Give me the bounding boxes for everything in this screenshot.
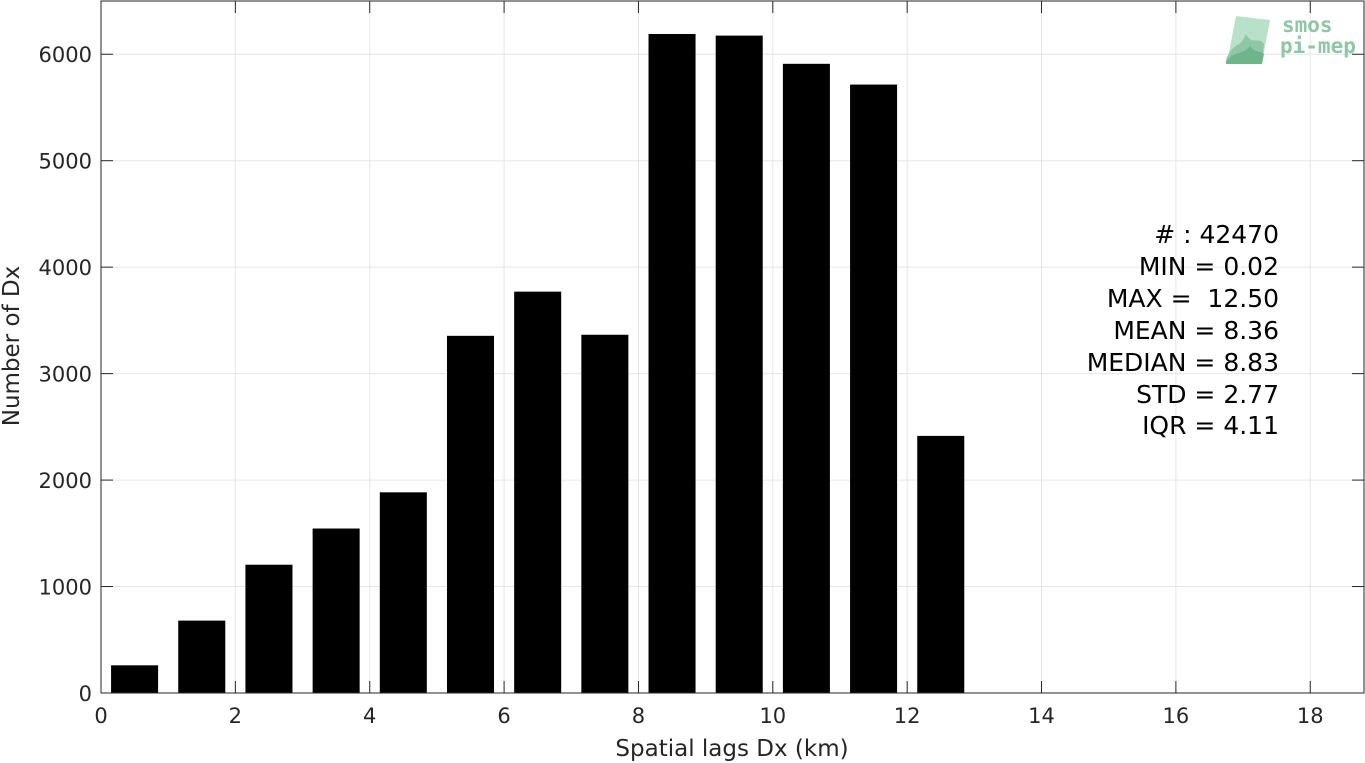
x-tick-label: 4	[363, 704, 376, 728]
x-axis-title: Spatial lags Dx (km)	[615, 736, 848, 762]
x-tick-label: 2	[229, 704, 242, 728]
histogram-bar	[917, 435, 965, 693]
histogram-bar	[581, 334, 629, 693]
y-tick-label: 6000	[39, 43, 92, 67]
histogram-bar	[648, 34, 696, 694]
x-tick-label: 18	[1297, 704, 1324, 728]
histogram-bar	[514, 291, 562, 693]
stat-min: MIN = 0.02	[1139, 252, 1279, 281]
bars	[111, 34, 965, 694]
y-tick-label: 3000	[39, 363, 92, 387]
histogram-bar	[850, 84, 898, 693]
stat-count: # : 42470	[1154, 220, 1279, 249]
x-tick-label: 14	[1028, 704, 1055, 728]
plot-frame	[100, 0, 1365, 694]
stat-max: MAX = 12.50	[1107, 284, 1279, 313]
axis-ticks	[100, 1, 1364, 694]
x-tick-label: 0	[94, 704, 107, 728]
y-tick-label: 1000	[39, 576, 92, 600]
histogram-bar	[245, 564, 293, 693]
logo-text-pimep: pi-mep	[1280, 34, 1356, 58]
x-tick-label: 12	[894, 704, 921, 728]
histogram-bar	[111, 665, 159, 693]
x-tick-label: 10	[759, 704, 786, 728]
logo-wave-icon	[1226, 16, 1270, 64]
stat-iqr: IQR = 4.11	[1142, 411, 1279, 440]
stat-median: MEDIAN = 8.83	[1087, 348, 1279, 377]
x-tick-label: 6	[497, 704, 510, 728]
histogram-bar	[446, 335, 495, 693]
y-tick-label: 2000	[39, 469, 92, 493]
y-axis-title: Number of Dx	[0, 266, 25, 427]
histogram-bar	[715, 35, 763, 694]
stat-std: STD = 2.77	[1136, 380, 1279, 409]
y-tick-labels: 0 1000 2000 3000 4000 5000 6000	[39, 43, 92, 706]
y-tick-label: 4000	[39, 256, 92, 280]
logo-text-smos: smos	[1282, 13, 1333, 37]
x-tick-label: 16	[1163, 704, 1190, 728]
y-tick-label: 0	[79, 682, 92, 706]
x-tick-label: 8	[632, 704, 645, 728]
histogram-bar	[782, 63, 830, 693]
x-tick-labels: 0 2 4 6 8 10 12 14 16 18	[94, 704, 1323, 728]
stat-mean: MEAN = 8.36	[1113, 316, 1279, 345]
statistics-annotation: # : 42470 MIN = 0.02 MAX = 12.50 MEAN = …	[1087, 220, 1279, 440]
histogram-bar	[312, 528, 360, 693]
smos-pimep-logo: smos pi-mep	[1226, 13, 1356, 64]
histogram-bar	[379, 492, 427, 693]
histogram-bar	[178, 620, 226, 693]
y-tick-label: 5000	[39, 150, 92, 174]
